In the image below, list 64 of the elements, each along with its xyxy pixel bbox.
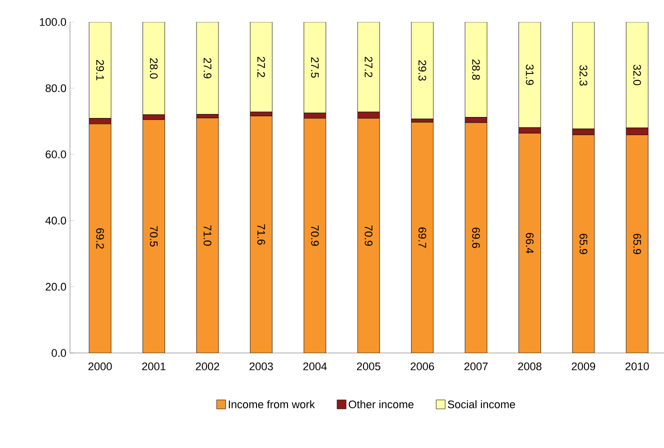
data-label: 69.2 (96, 228, 104, 249)
data-label: 29.3 (418, 60, 426, 81)
bar (196, 118, 219, 353)
data-label: 27.5 (311, 57, 319, 78)
bar (464, 22, 488, 118)
bar (357, 22, 380, 112)
data-label: 29.1 (96, 60, 104, 80)
legend-label: Other income (348, 400, 414, 408)
bar (357, 118, 380, 353)
y-tick-label: 20.0 (46, 282, 66, 291)
bar (411, 22, 434, 120)
bar (572, 134, 595, 353)
y-tick-label: 80.0 (46, 84, 66, 92)
x-tick-label: 2002 (196, 362, 220, 370)
bar (304, 22, 326, 114)
x-tick-label: 2010 (626, 362, 649, 370)
bar (142, 119, 165, 353)
x-tick-label: 2001 (142, 362, 166, 370)
bar (196, 22, 219, 115)
x-tick-label: 2008 (518, 362, 542, 370)
x-tick-label: 2009 (572, 362, 596, 370)
bar (88, 22, 112, 119)
x-tick-label: 2006 (410, 362, 434, 370)
bar (464, 122, 488, 353)
x-tick-label: 2004 (303, 362, 327, 370)
bar (304, 118, 326, 353)
data-label: 27.9 (204, 58, 212, 78)
data-label: 66.4 (526, 232, 534, 254)
data-label: 71.6 (257, 224, 266, 245)
data-label: 70.9 (311, 226, 319, 246)
data-label: 70.9 (364, 226, 372, 246)
bar (626, 134, 648, 353)
x-tick-label: 2005 (356, 362, 380, 370)
bar (518, 22, 541, 128)
y-tick-label: 60.0 (46, 150, 66, 158)
bar (88, 124, 112, 353)
y-tick-label: 0.0 (52, 349, 66, 357)
legend-label: Social income (448, 400, 516, 408)
data-label: 65.9 (580, 234, 588, 254)
x-tick-label: 2007 (464, 362, 488, 370)
data-label: 32.3 (580, 65, 588, 86)
x-tick-label: 2003 (250, 362, 273, 370)
data-label: 32.0 (633, 64, 642, 86)
data-label: 31.9 (526, 64, 534, 85)
y-tick-label: 40.0 (45, 216, 66, 224)
data-label: 70.5 (150, 226, 158, 246)
legend-label: Income from work (228, 400, 315, 408)
bar (572, 22, 595, 130)
data-label: 69.6 (472, 228, 480, 248)
bar (411, 122, 434, 353)
data-label: 65.9 (633, 234, 642, 254)
bar (142, 22, 165, 115)
data-label: 28.0 (150, 58, 158, 79)
data-label: 27.2 (364, 56, 372, 78)
data-label: 71.0 (204, 225, 212, 246)
bar (250, 116, 272, 353)
x-tick-label: 2000 (88, 362, 112, 370)
data-label: 69.7 (418, 228, 426, 248)
bar (250, 22, 272, 112)
data-label: 28.8 (472, 60, 480, 80)
bar (518, 133, 541, 353)
bar (626, 22, 648, 128)
data-label: 27.2 (257, 56, 266, 78)
y-tick-label: 100.0 (40, 18, 66, 26)
